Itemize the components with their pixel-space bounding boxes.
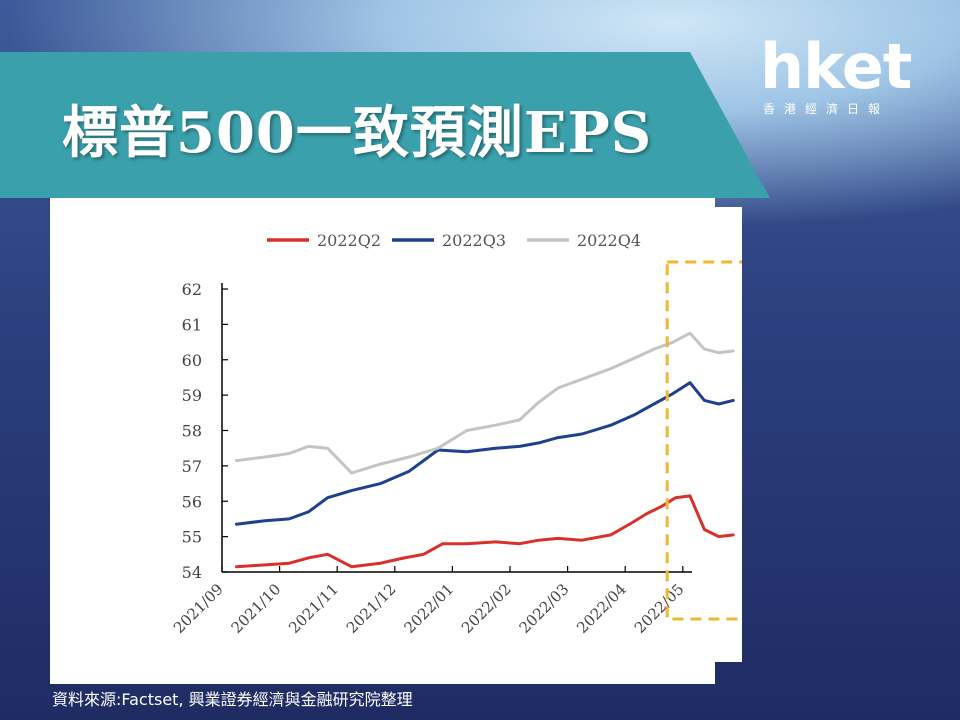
title-banner — [0, 52, 770, 198]
y-tick-label: 55 — [182, 528, 202, 547]
hket-logo: hket 香港經濟日報 — [760, 36, 920, 126]
y-tick-label: 56 — [182, 492, 202, 511]
series-line-2022q4 — [234, 331, 735, 475]
series-line-2022q3 — [234, 381, 735, 526]
y-tick-label: 58 — [182, 422, 202, 441]
eps-line-chart: 2022Q2 2022Q3 2022Q4 54 55 56 57 58 59 60 61 62 202… — [152, 207, 742, 662]
y-tick-label: 60 — [182, 351, 202, 370]
y-tick-label: 54 — [182, 563, 202, 582]
chart-background — [152, 207, 742, 662]
series-line-2022q2 — [234, 494, 735, 569]
highlight-box — [665, 260, 742, 621]
chart-legend: 2022Q2 2022Q3 2022Q4 — [267, 231, 641, 250]
source-note: 資料來源:Factset, 興業證券經濟與金融研究院整理 — [52, 690, 413, 709]
legend-label-2022q3: 2022Q3 — [442, 231, 506, 250]
chart-series — [234, 331, 735, 569]
page-title: 標普500一致預測EPS — [62, 100, 653, 166]
y-tick-label: 59 — [182, 386, 202, 405]
y-tick-label: 62 — [182, 280, 202, 299]
legend-label-2022q2: 2022Q2 — [317, 231, 381, 250]
logo-wordmark: hket — [760, 30, 912, 103]
y-tick-label: 57 — [182, 457, 202, 476]
y-tick-label: 61 — [182, 315, 202, 334]
logo-subtext: 香港經濟日報 — [763, 102, 890, 116]
legend-label-2022q4: 2022Q4 — [577, 231, 641, 250]
